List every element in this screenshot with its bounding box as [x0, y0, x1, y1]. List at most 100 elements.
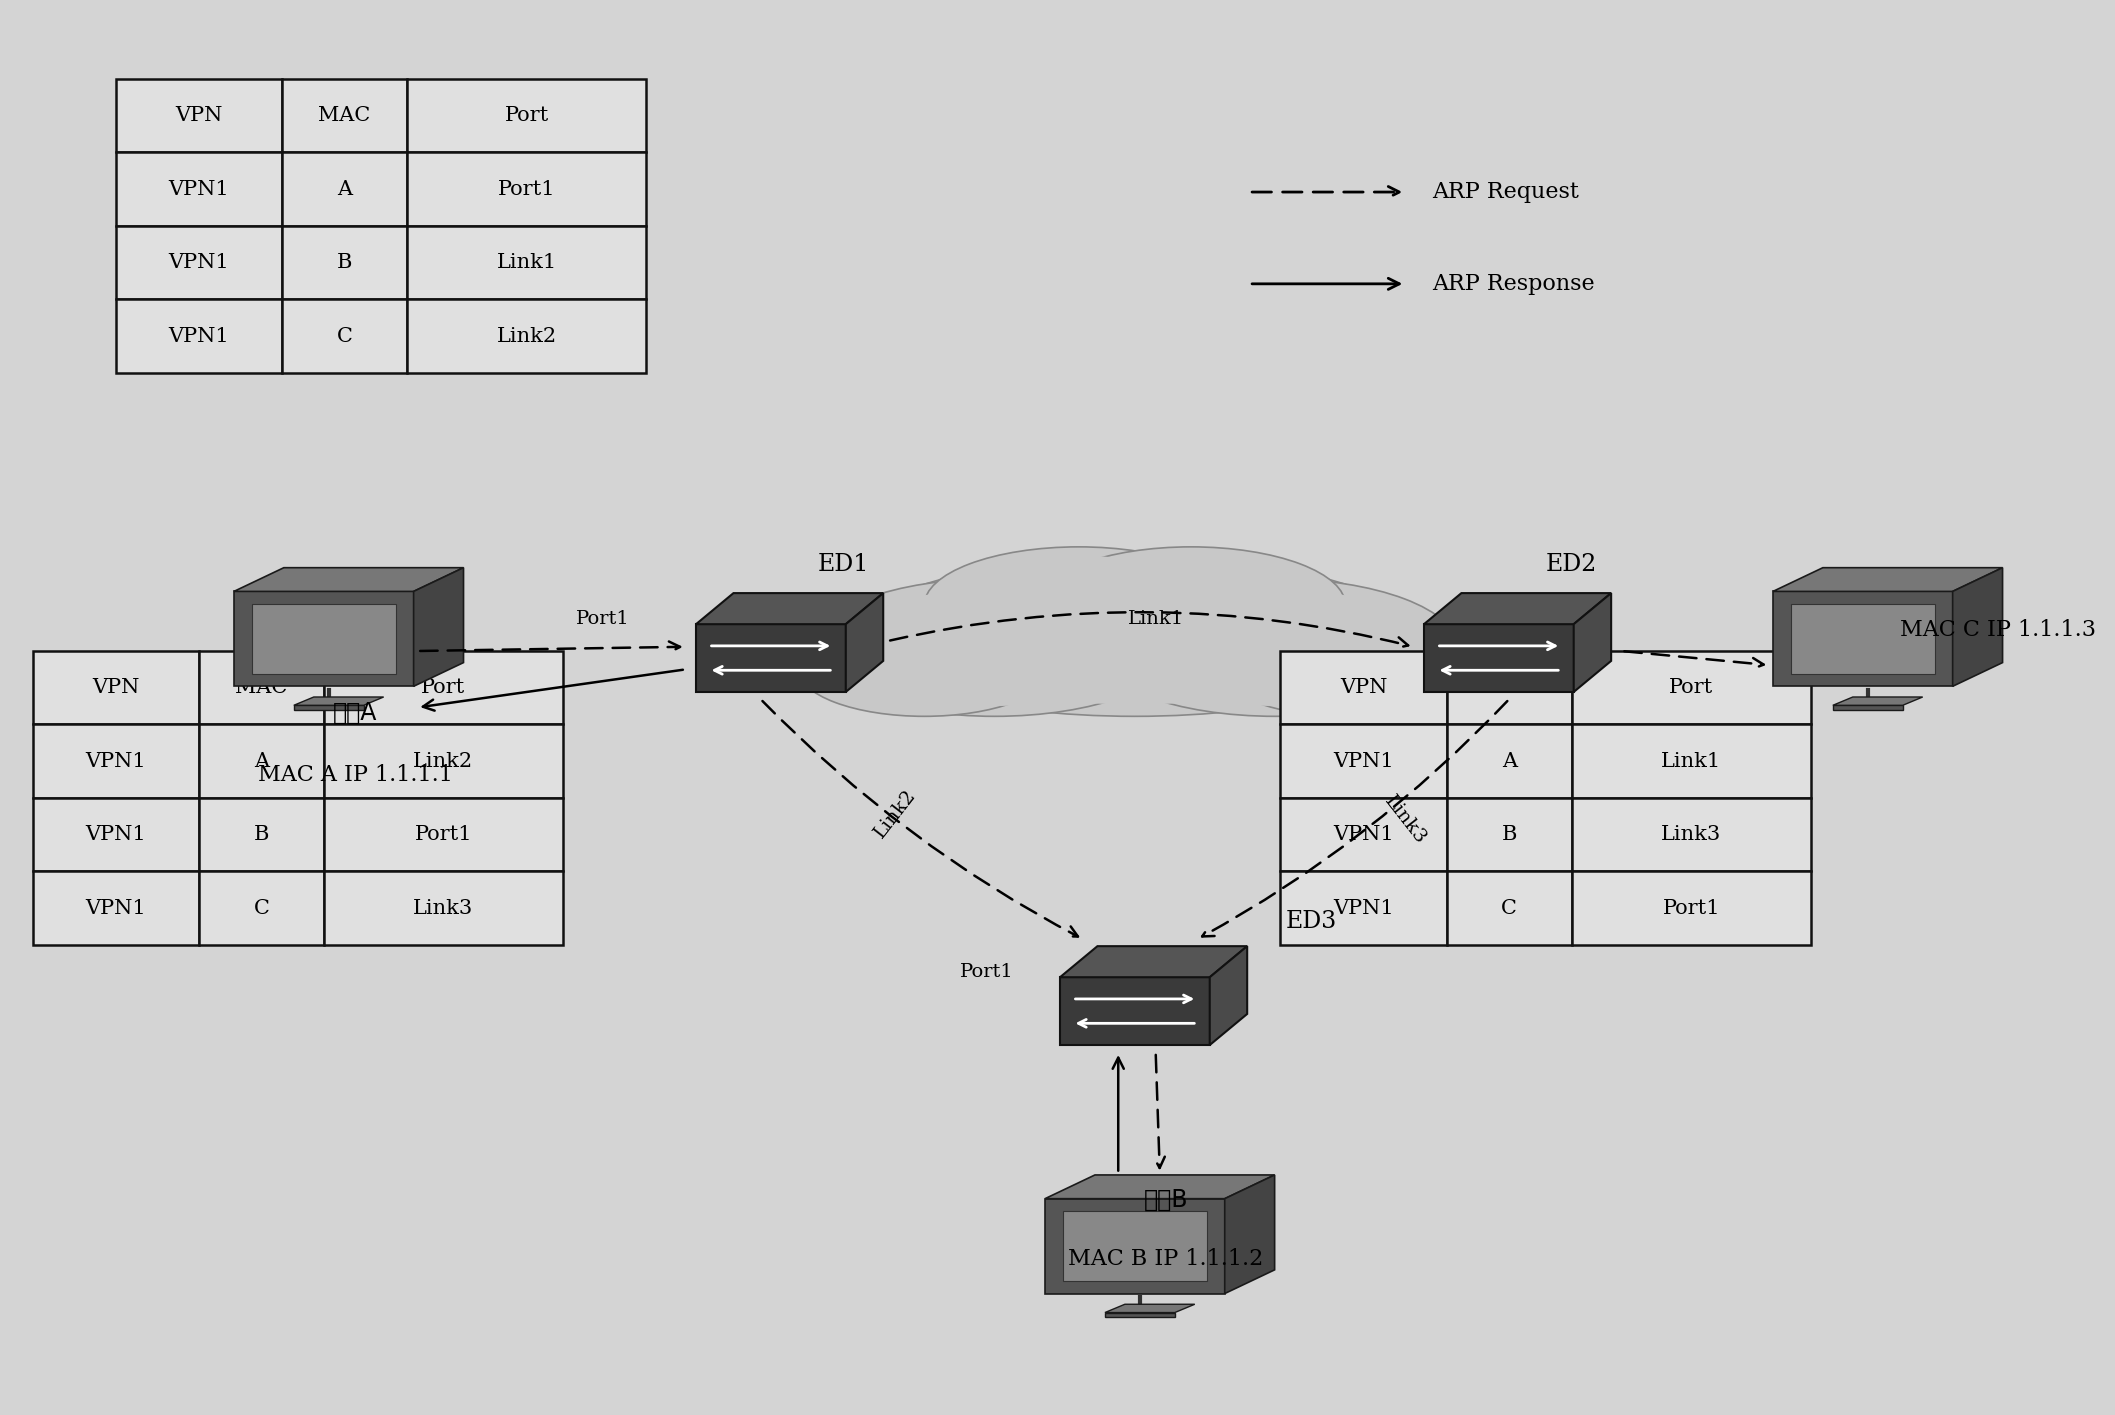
- Ellipse shape: [1121, 589, 1430, 706]
- Text: 主机B: 主机B: [1144, 1187, 1189, 1211]
- FancyBboxPatch shape: [1280, 724, 1447, 798]
- FancyBboxPatch shape: [116, 300, 281, 372]
- Text: Port: Port: [1669, 678, 1713, 698]
- FancyBboxPatch shape: [1571, 872, 1810, 945]
- FancyBboxPatch shape: [324, 651, 563, 724]
- FancyBboxPatch shape: [32, 724, 199, 798]
- FancyBboxPatch shape: [281, 153, 406, 226]
- Text: MAC C IP 1.1.1.3: MAC C IP 1.1.1.3: [1899, 618, 2096, 641]
- Text: Port1: Port1: [960, 962, 1013, 981]
- Text: VPN1: VPN1: [169, 180, 228, 198]
- FancyBboxPatch shape: [1571, 724, 1810, 798]
- Text: Link3: Link3: [412, 899, 474, 917]
- Text: VPN1: VPN1: [169, 253, 228, 272]
- Polygon shape: [1104, 1305, 1195, 1313]
- Text: VPN1: VPN1: [85, 751, 146, 771]
- Text: Port1: Port1: [415, 825, 472, 845]
- Text: MAC: MAC: [235, 678, 288, 698]
- Polygon shape: [1210, 947, 1248, 1046]
- Text: Link3: Link3: [1660, 825, 1722, 845]
- Ellipse shape: [840, 589, 1151, 706]
- Polygon shape: [1045, 1199, 1225, 1293]
- Ellipse shape: [1237, 628, 1453, 709]
- Text: VPN: VPN: [176, 106, 222, 126]
- Polygon shape: [1423, 624, 1574, 692]
- Polygon shape: [1952, 567, 2003, 686]
- Ellipse shape: [1060, 556, 1322, 655]
- FancyBboxPatch shape: [1447, 798, 1571, 872]
- Text: VPN1: VPN1: [1332, 899, 1394, 917]
- Text: Link1: Link1: [497, 253, 556, 272]
- Text: VPN: VPN: [1341, 678, 1387, 698]
- Polygon shape: [1423, 593, 1612, 624]
- Text: B: B: [254, 825, 269, 845]
- FancyBboxPatch shape: [1447, 724, 1571, 798]
- Polygon shape: [1225, 1174, 1275, 1293]
- FancyBboxPatch shape: [116, 226, 281, 300]
- Text: A: A: [1502, 751, 1516, 771]
- Polygon shape: [1060, 978, 1210, 1046]
- Text: ED2: ED2: [1546, 553, 1597, 576]
- Text: MAC A IP 1.1.1.1: MAC A IP 1.1.1.1: [258, 764, 453, 785]
- Polygon shape: [1060, 947, 1248, 978]
- Polygon shape: [252, 604, 396, 674]
- Polygon shape: [1045, 1174, 1275, 1199]
- Ellipse shape: [924, 546, 1233, 664]
- Text: Port1: Port1: [497, 180, 556, 198]
- Text: VPN: VPN: [93, 678, 140, 698]
- FancyBboxPatch shape: [116, 79, 281, 153]
- Text: Link2: Link2: [412, 751, 474, 771]
- Text: Port: Port: [421, 678, 465, 698]
- FancyBboxPatch shape: [281, 300, 406, 372]
- Ellipse shape: [1093, 579, 1457, 716]
- FancyBboxPatch shape: [199, 724, 324, 798]
- Ellipse shape: [812, 579, 1176, 716]
- Text: C: C: [254, 899, 269, 917]
- Polygon shape: [846, 593, 884, 692]
- Text: ED1: ED1: [819, 553, 869, 576]
- Text: C: C: [1502, 899, 1516, 917]
- Polygon shape: [1772, 567, 2003, 591]
- Text: Link1: Link1: [1127, 610, 1184, 627]
- Text: A: A: [254, 751, 269, 771]
- Polygon shape: [1574, 593, 1612, 692]
- Ellipse shape: [797, 621, 1051, 716]
- Text: VPN1: VPN1: [1332, 825, 1394, 845]
- FancyBboxPatch shape: [199, 798, 324, 872]
- Polygon shape: [235, 567, 463, 591]
- Ellipse shape: [1036, 546, 1345, 664]
- FancyBboxPatch shape: [1280, 651, 1447, 724]
- Polygon shape: [1834, 705, 1904, 710]
- Text: Link2: Link2: [497, 327, 556, 345]
- Polygon shape: [235, 591, 415, 686]
- Text: MAC: MAC: [319, 106, 370, 126]
- FancyBboxPatch shape: [406, 300, 645, 372]
- FancyBboxPatch shape: [1447, 651, 1571, 724]
- Text: ARP Response: ARP Response: [1432, 273, 1595, 294]
- Polygon shape: [696, 624, 846, 692]
- Text: Link2: Link2: [871, 785, 920, 841]
- FancyBboxPatch shape: [1571, 651, 1810, 724]
- FancyBboxPatch shape: [1280, 798, 1447, 872]
- Ellipse shape: [948, 556, 1210, 655]
- Polygon shape: [415, 567, 463, 686]
- Text: 主机A: 主机A: [332, 700, 376, 724]
- Text: MAC B IP 1.1.1.2: MAC B IP 1.1.1.2: [1068, 1248, 1263, 1271]
- Polygon shape: [696, 593, 884, 624]
- FancyBboxPatch shape: [32, 872, 199, 945]
- FancyBboxPatch shape: [324, 872, 563, 945]
- Text: ED3: ED3: [1286, 910, 1337, 934]
- Polygon shape: [294, 698, 383, 705]
- FancyBboxPatch shape: [1447, 872, 1571, 945]
- Polygon shape: [1772, 591, 1952, 686]
- Text: ARP Request: ARP Request: [1432, 181, 1580, 202]
- Text: Port1: Port1: [575, 610, 630, 627]
- Text: Port: Port: [503, 106, 548, 126]
- Ellipse shape: [897, 569, 1373, 705]
- Ellipse shape: [854, 558, 1415, 716]
- Polygon shape: [1064, 1211, 1208, 1282]
- FancyBboxPatch shape: [324, 798, 563, 872]
- Text: B: B: [336, 253, 353, 272]
- Ellipse shape: [816, 628, 1032, 709]
- Polygon shape: [1104, 1313, 1174, 1317]
